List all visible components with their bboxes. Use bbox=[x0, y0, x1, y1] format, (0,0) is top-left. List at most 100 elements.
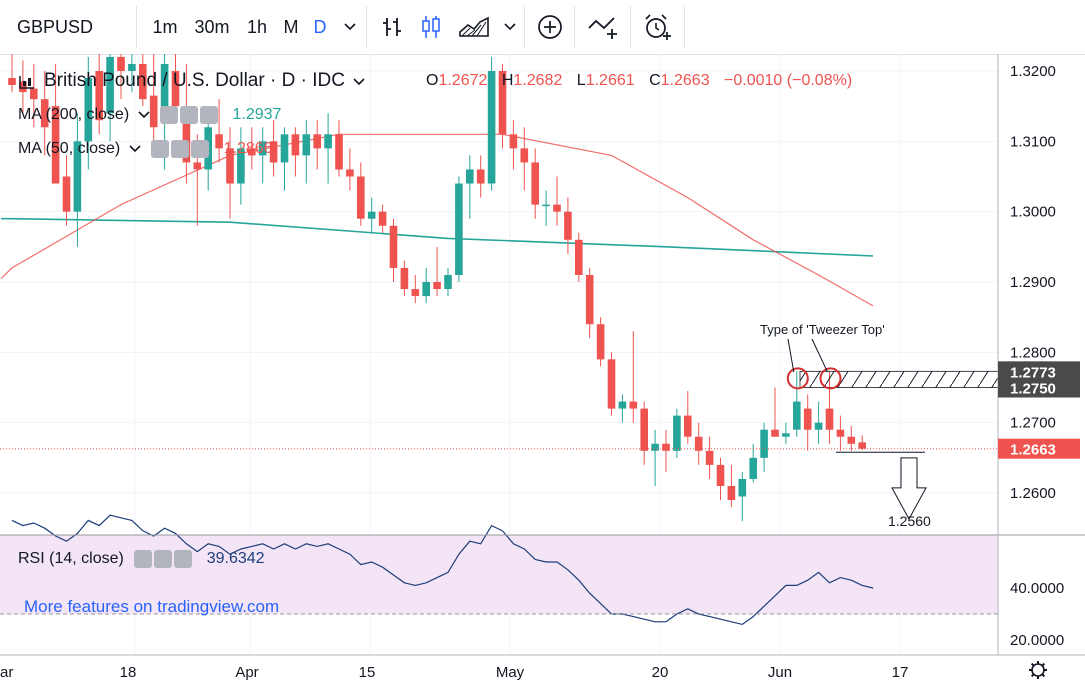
candle-body bbox=[520, 148, 529, 163]
candle-body bbox=[705, 450, 714, 465]
gear-icon[interactable] bbox=[154, 550, 173, 568]
candle-body bbox=[836, 429, 845, 437]
price-axis-label: 1.2600 bbox=[1010, 485, 1056, 502]
candle-body bbox=[422, 282, 430, 297]
gear-icon[interactable] bbox=[180, 106, 199, 124]
high-label: H bbox=[501, 72, 514, 89]
chart-canvas[interactable]: Type of 'Tweezer Top' 1.2560 1.3200 1.3100… bbox=[0, 54, 1085, 685]
price-tag-bg bbox=[998, 361, 1080, 382]
candle-body bbox=[95, 71, 103, 121]
rsi-legend[interactable]: RSI (14, close) 39.6342 bbox=[18, 550, 265, 568]
candle-body bbox=[760, 429, 768, 458]
price-tag-text: 1.2663 bbox=[1010, 442, 1056, 459]
bars-style-button[interactable] bbox=[374, 0, 410, 54]
close-label: C bbox=[649, 72, 661, 89]
axes: 1.3200 1.3100 1.3000 1.2900 1.2800 1.2700 1.26… bbox=[0, 54, 1085, 681]
candle-body bbox=[607, 359, 616, 409]
interval-month-button[interactable]: M bbox=[276, 0, 306, 54]
rsi-axis-label: 40.0000 bbox=[1010, 580, 1064, 597]
rsi-label: RSI (14, close) bbox=[18, 550, 124, 568]
toolbar-divider bbox=[630, 6, 631, 48]
candle-body bbox=[226, 148, 234, 184]
candle-body bbox=[237, 148, 245, 184]
candle-body bbox=[269, 141, 278, 163]
ma200-legend[interactable]: MA (200, close) 1.2937 bbox=[18, 106, 281, 124]
interval-dropdown-button[interactable] bbox=[338, 0, 362, 54]
candle-body bbox=[673, 415, 681, 451]
interval-day-button[interactable]: D bbox=[306, 0, 334, 54]
candle-body bbox=[346, 169, 354, 177]
gear-ring bbox=[1031, 663, 1045, 677]
area-style-button[interactable] bbox=[452, 0, 496, 54]
candle-body bbox=[106, 56, 114, 114]
candle-body bbox=[411, 289, 420, 297]
date-axis-label: 20 bbox=[652, 664, 669, 681]
toolbar-divider bbox=[574, 6, 575, 48]
date-axis-label: Apr bbox=[235, 664, 258, 681]
plus-circle-icon bbox=[538, 15, 562, 39]
eye-icon[interactable] bbox=[134, 550, 153, 568]
indicators-button[interactable] bbox=[580, 0, 628, 54]
interval-label: 1m bbox=[152, 16, 178, 37]
candle-body bbox=[487, 71, 496, 184]
candle-body bbox=[389, 225, 398, 268]
close-value: 1.2663 bbox=[660, 72, 710, 89]
candle-body bbox=[139, 63, 147, 100]
candle-body bbox=[531, 162, 539, 205]
interval-label: 1h bbox=[246, 16, 268, 37]
interval-1h-button[interactable]: 1h bbox=[238, 0, 276, 54]
candle-body bbox=[128, 63, 136, 71]
candle-body bbox=[433, 282, 441, 290]
gear-icon[interactable] bbox=[171, 140, 190, 158]
symbol-legend[interactable]: British Pound / U.S. Dollar · D · IDC bbox=[18, 70, 365, 92]
chart-style-dropdown-button[interactable] bbox=[498, 0, 522, 54]
ma200-label: MA (200, close) bbox=[18, 106, 130, 124]
candle-body bbox=[149, 95, 158, 128]
down-arrow bbox=[891, 457, 927, 521]
callout-line bbox=[787, 338, 795, 373]
price-tag-text: 1.2750 bbox=[1010, 381, 1056, 398]
price-axis-label: 1.2700 bbox=[1010, 415, 1056, 432]
date-axis-label: 18 bbox=[120, 664, 137, 681]
candle-body bbox=[357, 176, 365, 219]
date-axis-label: 17 bbox=[892, 664, 909, 681]
resistance-zone bbox=[799, 370, 999, 388]
price-axis-label: 1.3100 bbox=[1010, 133, 1056, 150]
candle-body bbox=[684, 415, 692, 437]
candle-body bbox=[280, 134, 289, 163]
candle-body bbox=[640, 408, 648, 451]
eye-icon[interactable] bbox=[151, 140, 170, 158]
candles-style-button[interactable] bbox=[412, 0, 450, 54]
tradingview-watermark-link[interactable]: More features on tradingview.com bbox=[24, 597, 280, 616]
compare-button[interactable] bbox=[530, 0, 570, 54]
candle-body bbox=[585, 274, 594, 325]
eye-icon[interactable] bbox=[160, 106, 179, 124]
low-value: 1.2661 bbox=[585, 72, 635, 89]
alert-button[interactable] bbox=[636, 0, 680, 54]
ma50-legend[interactable]: MA (50, close) 1.2866 bbox=[18, 140, 273, 158]
interval-label: M bbox=[283, 16, 299, 37]
symbol-button[interactable]: GBPUSD bbox=[10, 0, 100, 54]
open-label: O bbox=[426, 72, 439, 89]
interval-1m-button[interactable]: 1m bbox=[144, 0, 186, 54]
candle-body bbox=[30, 88, 38, 100]
close-icon[interactable] bbox=[174, 550, 193, 568]
candles-icon bbox=[422, 16, 440, 38]
candle-body bbox=[171, 71, 180, 107]
gear-icon[interactable] bbox=[1029, 661, 1047, 679]
candle-body bbox=[455, 183, 463, 275]
chevron-down-icon bbox=[353, 78, 365, 86]
candle-body bbox=[215, 134, 223, 149]
gear-tooth bbox=[1041, 662, 1046, 667]
candle-body bbox=[727, 485, 736, 501]
ma50-label: MA (50, close) bbox=[18, 140, 121, 158]
change-value: −0.0010 (−0.08%) bbox=[724, 72, 853, 89]
interval-30m-button[interactable]: 30m bbox=[188, 0, 236, 54]
close-icon[interactable] bbox=[200, 106, 219, 124]
candle-body bbox=[651, 443, 659, 451]
close-icon[interactable] bbox=[191, 140, 210, 158]
candle-body bbox=[367, 211, 376, 219]
candle-body bbox=[553, 204, 561, 212]
gear-tooth bbox=[1030, 673, 1035, 678]
price-axis-label: 1.3000 bbox=[1010, 204, 1056, 221]
